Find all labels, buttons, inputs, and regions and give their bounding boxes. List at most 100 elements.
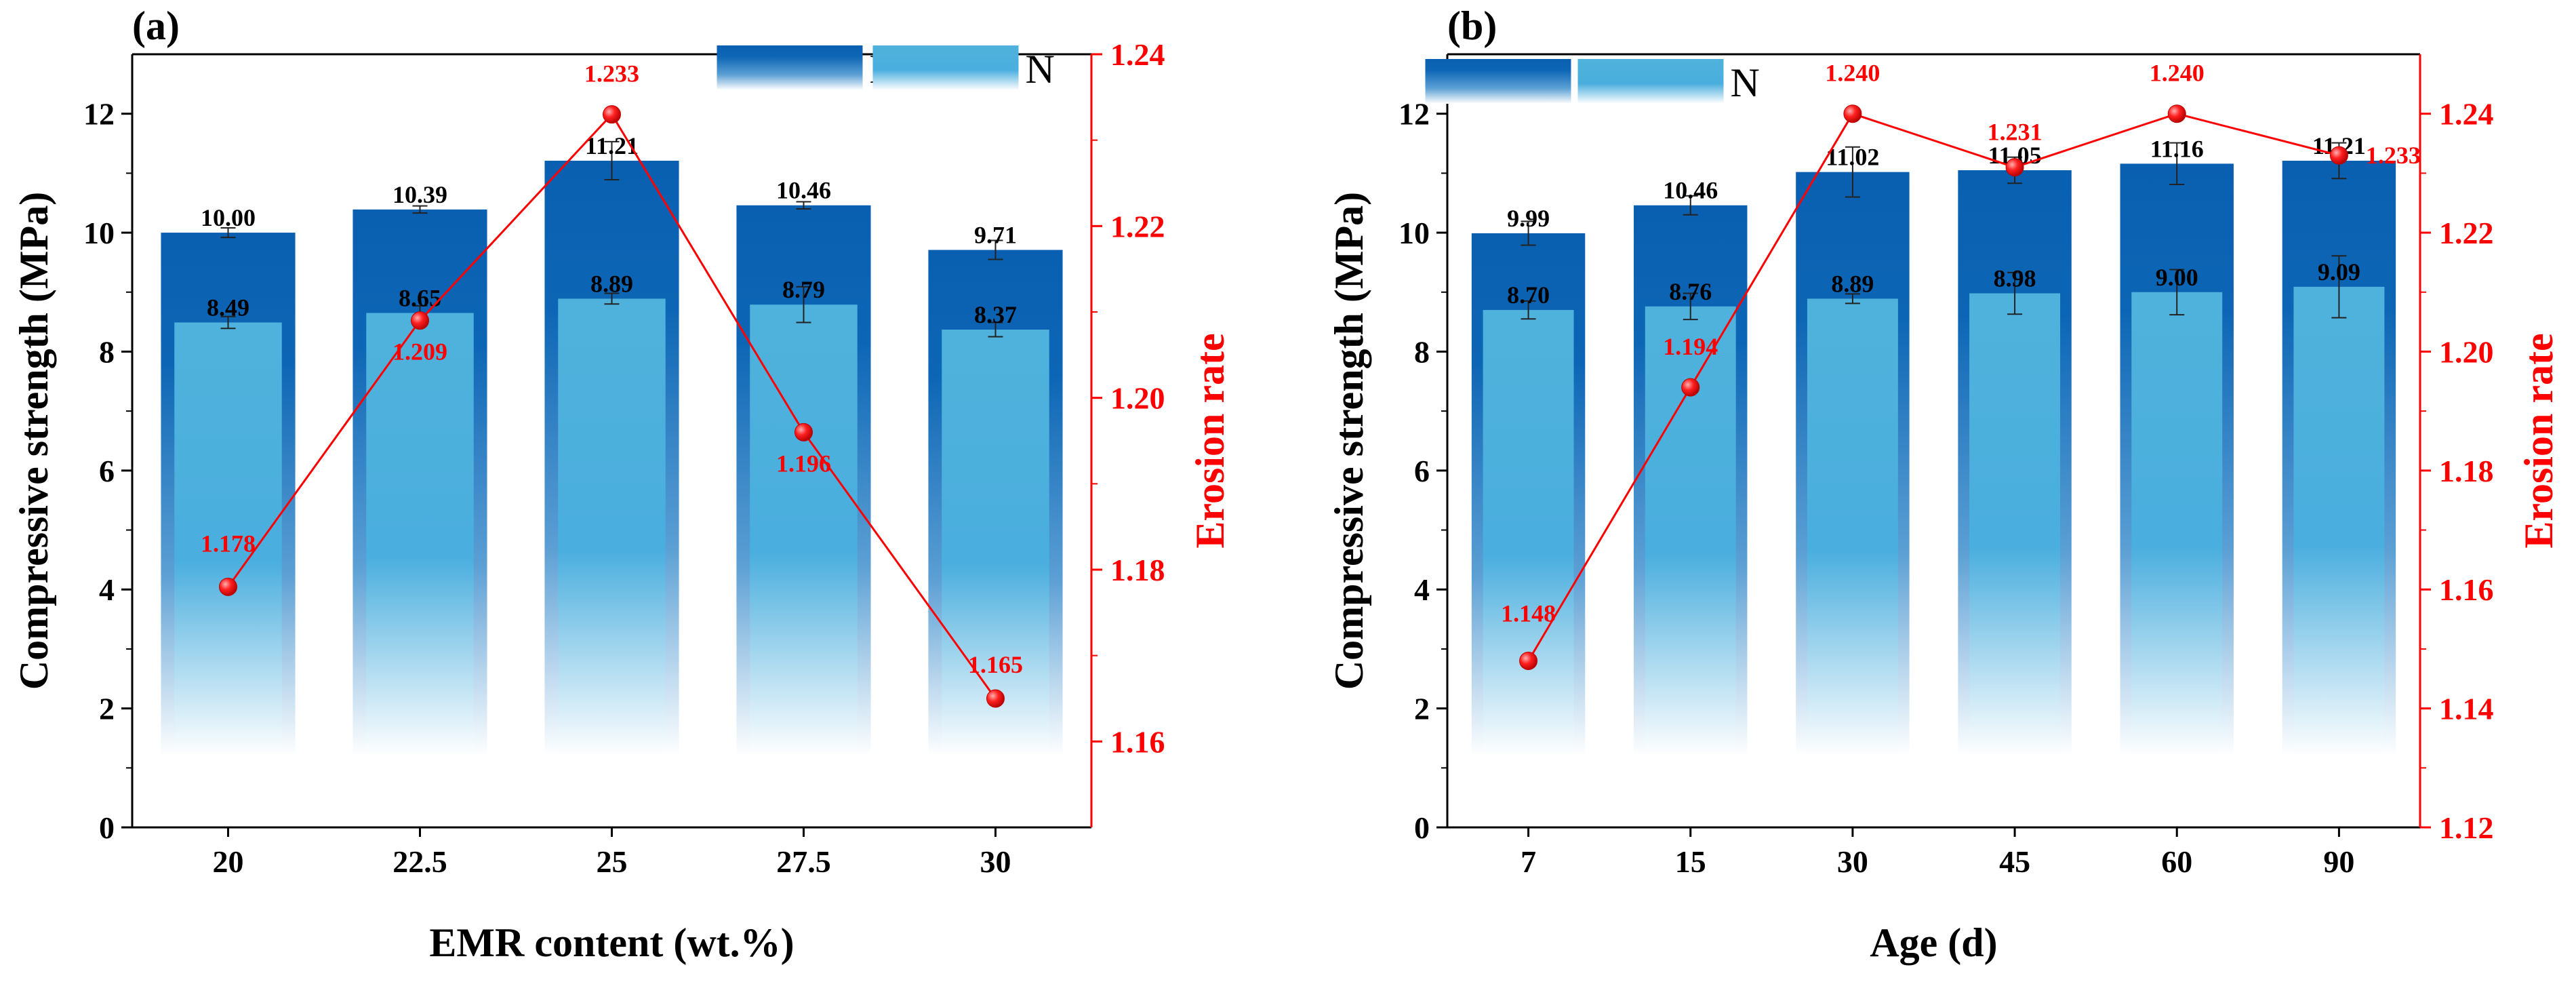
x-axis-title: EMR content (wt.%) <box>429 920 794 965</box>
erosion-rate-label-7: 1.148 <box>1501 600 1556 627</box>
legend-label-N: N <box>1731 60 1760 105</box>
erosion-rate-point-22.5 <box>411 311 429 330</box>
y-tick-label-8: 8 <box>1414 334 1430 369</box>
erosion-rate-label-30: 1.240 <box>1825 60 1880 87</box>
error-bar-N-20 <box>220 315 236 330</box>
error-bar-N-60 <box>2169 269 2185 316</box>
bar-N-30 <box>942 330 1049 756</box>
erosion-rate-label-20: 1.178 <box>201 530 256 557</box>
value-label-N-15: 8.76 <box>1669 278 1712 305</box>
erosion-rate-line <box>1527 112 2339 662</box>
y2-tick-label-1.20: 1.20 <box>2439 334 2494 369</box>
value-label-N-7: 8.70 <box>1507 281 1550 309</box>
value-label-E-30: 11.02 <box>1826 144 1879 171</box>
y-tick-label-8: 8 <box>99 334 115 369</box>
y2-tick-label-1.18: 1.18 <box>1110 553 1165 587</box>
x-tick-label-90: 90 <box>2323 844 2354 879</box>
y2-axis-title: Erosion rate <box>1188 333 1232 548</box>
value-label-E-15: 10.46 <box>1663 177 1718 204</box>
y2-tick-label-1.16: 1.16 <box>2439 572 2494 607</box>
legend-label-N: N <box>1026 47 1055 92</box>
erosion-rate-point-30 <box>986 689 1005 708</box>
erosion-rate-label-90: 1.233 <box>2366 142 2421 169</box>
erosion-rate-label-30: 1.165 <box>968 651 1023 678</box>
erosion-rate-label-22.5: 1.209 <box>393 338 447 366</box>
legend: EN <box>1425 59 1760 105</box>
erosion-rate-point-20 <box>219 577 237 596</box>
value-label-N-90: 9.09 <box>2318 258 2360 286</box>
erosion-rate-point-45 <box>2005 158 2024 177</box>
y2-axis-title: Erosion rate <box>2516 333 2561 548</box>
value-label-E-7: 9.99 <box>1507 205 1550 232</box>
erosion-rate-point-7 <box>1519 651 1538 670</box>
erosion-rate-point-60 <box>2167 104 2186 123</box>
erosion-rate-point-90 <box>2329 146 2348 165</box>
y-tick-label-4: 4 <box>1414 572 1430 607</box>
y-tick-label-10: 10 <box>83 216 115 250</box>
bar-N-22.5 <box>366 313 474 756</box>
y2-tick-label-1.16: 1.16 <box>1110 724 1165 759</box>
x-tick-label-60: 60 <box>2161 844 2192 879</box>
erosion-rate-label-60: 1.240 <box>2150 60 2205 87</box>
legend-swatch-E <box>1425 59 1571 104</box>
x-tick-label-30: 30 <box>1837 844 1868 879</box>
erosion-rate-point-27.5 <box>794 423 813 441</box>
x-tick-label-7: 7 <box>1521 844 1536 879</box>
bar-N-20 <box>174 322 282 756</box>
y-tick-label-10: 10 <box>1398 216 1430 250</box>
error-bar-N-30 <box>1845 293 1860 305</box>
bar-N-60 <box>2131 292 2223 756</box>
erosion-rate-label-25: 1.233 <box>584 60 639 87</box>
error-bar-N-7 <box>1521 300 1536 320</box>
value-label-E-22.5: 10.39 <box>393 181 447 208</box>
error-bar-N-45 <box>2007 271 2023 315</box>
error-bar-E-25 <box>604 140 620 181</box>
value-label-E-60: 11.16 <box>2150 135 2204 162</box>
y2-tick-label-1.18: 1.18 <box>2439 454 2494 488</box>
value-label-N-25: 8.89 <box>590 270 633 297</box>
y-axis-title: Compressive strength (MPa) <box>1327 192 1371 690</box>
error-bar-N-27.5 <box>796 286 811 323</box>
y2-tick-label-1.24: 1.24 <box>2439 97 2494 132</box>
panel-label: (a) <box>132 3 180 48</box>
value-label-E-27.5: 10.46 <box>776 177 831 204</box>
x-tick-label-25: 25 <box>597 844 628 879</box>
y-tick-label-12: 12 <box>83 97 115 132</box>
value-label-N-60: 9.00 <box>2156 264 2198 291</box>
x-axis-title: Age (d) <box>1870 920 1997 965</box>
value-label-E-20: 10.00 <box>201 204 256 231</box>
legend-swatch-N <box>872 45 1019 90</box>
y2-tick-label-1.20: 1.20 <box>1110 381 1165 416</box>
erosion-rate-label-27.5: 1.196 <box>776 450 831 477</box>
y-tick-label-6: 6 <box>99 454 115 488</box>
bar-N-7 <box>1483 310 1574 757</box>
y-tick-label-2: 2 <box>99 692 115 726</box>
value-label-N-22.5: 8.65 <box>399 284 441 311</box>
y-tick-label-12: 12 <box>1398 97 1430 132</box>
erosion-rate-label-45: 1.231 <box>1988 119 2042 146</box>
y-tick-label-0: 0 <box>99 810 115 845</box>
erosion-rate-point-15 <box>1681 378 1700 397</box>
x-tick-label-15: 15 <box>1675 844 1706 879</box>
y-axis-title: Compressive strength (MPa) <box>12 192 56 690</box>
x-tick-label-30: 30 <box>980 844 1011 879</box>
erosion-rate-point-30 <box>1843 104 1862 123</box>
bar-N-27.5 <box>750 305 858 757</box>
error-bar-E-60 <box>2169 142 2185 186</box>
value-label-N-20: 8.49 <box>207 294 249 321</box>
error-bar-E-22.5 <box>412 205 428 214</box>
x-tick-label-20: 20 <box>213 844 244 879</box>
bar-N-25 <box>558 298 666 756</box>
y-tick-label-6: 6 <box>1414 454 1430 488</box>
error-bar-N-30 <box>988 321 1003 338</box>
y-tick-label-0: 0 <box>1414 810 1430 845</box>
erosion-rate-point-25 <box>603 105 621 124</box>
error-bar-E-30 <box>1845 146 1860 198</box>
bar-N-45 <box>1969 293 2061 756</box>
y2-tick-label-1.14: 1.14 <box>2439 692 2494 726</box>
error-bar-E-20 <box>220 227 236 239</box>
error-bar-E-27.5 <box>796 201 811 210</box>
x-tick-label-45: 45 <box>1999 844 2030 879</box>
